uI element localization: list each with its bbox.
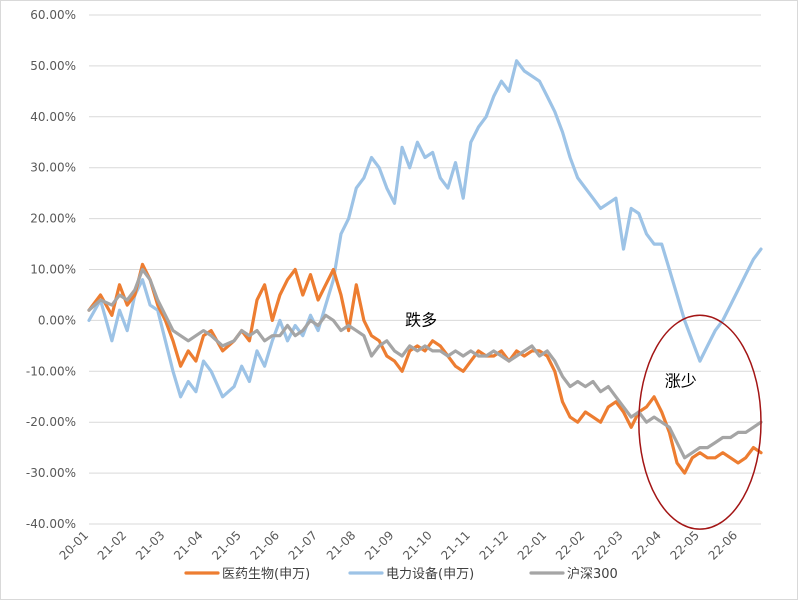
x-tick-label: 21-11 [438,528,473,563]
y-tick-label: -40.00% [26,517,76,531]
x-axis-tick-labels: 20-01 21-02 21-03 21-04 21-05 21-06 21-07 21-08… [57,528,741,563]
x-tick-label: 21-10 [400,528,435,563]
series-lines [87,59,763,475]
y-tick-label: 10.00% [30,263,76,277]
annotation-text-0: 跌多 [405,310,437,329]
x-tick-label: 22-02 [553,528,588,563]
legend-label-0: 医药生物(申万) [222,567,310,582]
legend-label-1: 电力设备(申万) [386,566,474,582]
x-tick-label: 21-03 [133,528,168,563]
y-tick-label: 50.00% [30,59,76,73]
x-tick-label: 21-12 [477,528,512,563]
x-tick-label: 21-04 [171,528,206,563]
x-tick-label: 22-01 [515,528,550,563]
x-tick-label: 22-04 [629,528,664,563]
highlight-ellipse [638,314,762,530]
series-line-0 [87,262,763,475]
x-tick-label: 21-06 [247,528,282,563]
y-tick-label: -10.00% [26,364,76,378]
legend: 医药生物(申万) 电力设备(申万) 沪深300 [184,566,618,582]
y-axis-tick-labels: 60.00% 50.00% 40.00% 30.00% 20.00% 10.00% 0.00… [26,8,76,531]
x-tick-label: 21-02 [95,528,130,563]
gridlines [89,14,761,525]
x-tick-label: 22-05 [667,528,702,563]
x-tick-label: 20-01 [57,528,92,563]
y-tick-label: -20.00% [26,415,76,429]
annotation-text-1: 涨少 [665,372,697,391]
y-tick-label: 0.00% [38,313,76,327]
series-line-1 [87,59,763,399]
y-tick-label: -30.00% [26,466,76,480]
x-tick-label: 21-07 [286,528,321,563]
x-tick-label: 22-06 [706,528,741,563]
x-tick-label: 21-09 [362,528,397,563]
series-line-2 [87,267,763,460]
x-tick-label: 22-03 [591,528,626,563]
y-tick-label: 60.00% [30,8,76,22]
y-tick-label: 30.00% [30,161,76,175]
x-tick-label: 21-08 [324,528,359,563]
y-tick-label: 20.00% [30,212,76,226]
y-tick-label: 40.00% [30,110,76,124]
x-tick-label: 21-05 [209,528,244,563]
legend-label-2: 沪深300 [567,566,618,582]
